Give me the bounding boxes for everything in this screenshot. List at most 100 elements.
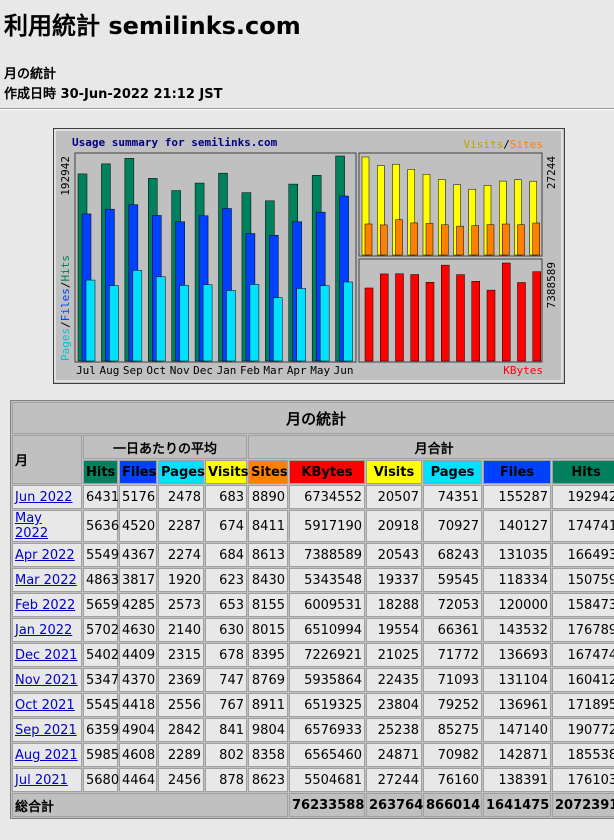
table-row: Jun 2022 6431 5176 2478 683 8890 6734552 20507 7… [12, 485, 614, 509]
sites-bar [471, 225, 479, 256]
legend-visits: Visits [464, 138, 504, 151]
month-label: Dec [193, 364, 213, 377]
value-cell: 841 [205, 718, 247, 742]
value-cell: 167474 [552, 643, 614, 667]
month-cell: May 2022 [12, 510, 82, 542]
month-link[interactable]: Apr 2022 [15, 547, 75, 563]
panel [74, 152, 357, 363]
hits-max-label: 192942 [59, 156, 72, 196]
value-cell: 4863 [83, 568, 119, 592]
value-cell: 138391 [483, 768, 551, 792]
month-link[interactable]: Jun 2022 [15, 489, 73, 505]
visits-max-label: 27244 [545, 156, 558, 189]
table-row: 月一日あたりの平均 月合計 [12, 435, 614, 484]
total-cell: 1641475 [483, 793, 551, 817]
table-row: 月の統計 [12, 402, 614, 434]
table-row: Sep 2021 6359 4904 2842 841 9804 6576933 25238 8… [12, 718, 614, 742]
value-cell: 4630 [119, 618, 157, 642]
month-label: Jul [76, 364, 96, 377]
sites-bar [517, 224, 525, 256]
table-row: Mar 2022 4863 3817 1920 623 8430 5343548 19337 5… [12, 568, 614, 592]
value-cell: 176789 [552, 618, 614, 642]
value-cell: 19554 [366, 618, 422, 642]
pages-bar [85, 279, 96, 362]
generated: 作成日時 30-Jun-2022 21:12 JST [4, 83, 222, 102]
table-row: Aug 2021 5985 4608 2289 802 8358 6565460 24871 7… [12, 743, 614, 767]
table-row: Hits Files Pages Visits Sites KBytes Visits Pag… [12, 460, 614, 484]
value-cell: 2287 [158, 510, 204, 542]
value-cell: 7388589 [289, 543, 365, 567]
pages-bar [156, 276, 166, 362]
month-cell: Dec 2021 [12, 643, 82, 667]
value-cell: 8430 [248, 568, 288, 592]
table-title: 月の統計 [12, 402, 614, 434]
legend-sep: / [59, 321, 72, 328]
value-cell: 2556 [158, 693, 204, 717]
month-link[interactable]: Aug 2021 [15, 747, 78, 763]
value-cell: 185538 [552, 743, 614, 767]
month-link[interactable]: Jul 2021 [15, 772, 68, 788]
month-link[interactable]: Oct 2021 [15, 697, 75, 713]
value-cell: 18288 [366, 593, 422, 617]
month-link[interactable]: Mar 2022 [15, 572, 77, 588]
month-link[interactable]: Dec 2021 [15, 647, 78, 663]
table-row: Jul 2021 5680 4464 2456 878 8623 5504681 27244 7… [12, 768, 614, 792]
value-cell: 176103 [552, 768, 614, 792]
pages-bar [319, 285, 330, 362]
table-row: 総合計 76233588 263764 866014 1641475 2072391 [12, 793, 614, 817]
kbytes-bar [441, 264, 450, 362]
panel [358, 258, 543, 363]
value-cell: 190772 [552, 718, 614, 742]
value-cell: 131035 [483, 543, 551, 567]
month-link[interactable]: May 2022 [15, 511, 49, 541]
kbytes-bar [517, 282, 526, 362]
value-cell: 192942 [552, 485, 614, 509]
legend: Pages/Files/Hits [59, 255, 72, 361]
pages-bar [249, 284, 260, 362]
kbytes-bar [395, 273, 404, 362]
value-cell: 9804 [248, 718, 288, 742]
month-link[interactable]: Nov 2021 [15, 672, 78, 688]
column-header: Visits [366, 460, 422, 484]
legend-kbytes: KBytes [503, 364, 543, 377]
month-cell: Jan 2022 [12, 618, 82, 642]
value-cell: 5549 [83, 543, 119, 567]
value-cell: 8890 [248, 485, 288, 509]
month-label: Jun [334, 364, 354, 377]
value-cell: 8769 [248, 668, 288, 692]
month-label: Mar [263, 364, 283, 377]
value-cell: 68243 [423, 543, 482, 567]
value-cell: 8623 [248, 768, 288, 792]
value-cell: 684 [205, 543, 247, 567]
total-cell: 866014 [423, 793, 482, 817]
table-row: Nov 2021 5347 4370 2369 747 8769 5935864 22435 7… [12, 668, 614, 692]
month-label: Oct [146, 364, 166, 377]
value-cell: 4520 [119, 510, 157, 542]
value-cell: 72053 [423, 593, 482, 617]
pages-bar [132, 270, 143, 362]
value-cell: 5702 [83, 618, 119, 642]
value-cell: 8015 [248, 618, 288, 642]
value-cell: 8358 [248, 743, 288, 767]
value-cell: 747 [205, 668, 247, 692]
month-link[interactable]: Feb 2022 [15, 597, 76, 613]
month-link[interactable]: Jan 2022 [15, 622, 73, 638]
value-cell: 5176 [119, 485, 157, 509]
value-cell: 5935864 [289, 668, 365, 692]
month-label: Nov [170, 364, 190, 377]
month-cell: Jun 2022 [12, 485, 82, 509]
value-cell: 802 [205, 743, 247, 767]
column-header: Pages [423, 460, 482, 484]
kbytes-bar [486, 289, 496, 362]
sites-bar [502, 223, 510, 256]
daily-header: 一日あたりの平均 [83, 435, 247, 459]
value-cell: 174741 [552, 510, 614, 542]
month-cell: Feb 2022 [12, 593, 82, 617]
value-cell: 76160 [423, 768, 482, 792]
value-cell: 8911 [248, 693, 288, 717]
value-cell: 623 [205, 568, 247, 592]
sites-bar [425, 223, 434, 256]
value-cell: 4285 [119, 593, 157, 617]
month-link[interactable]: Sep 2021 [15, 722, 77, 738]
